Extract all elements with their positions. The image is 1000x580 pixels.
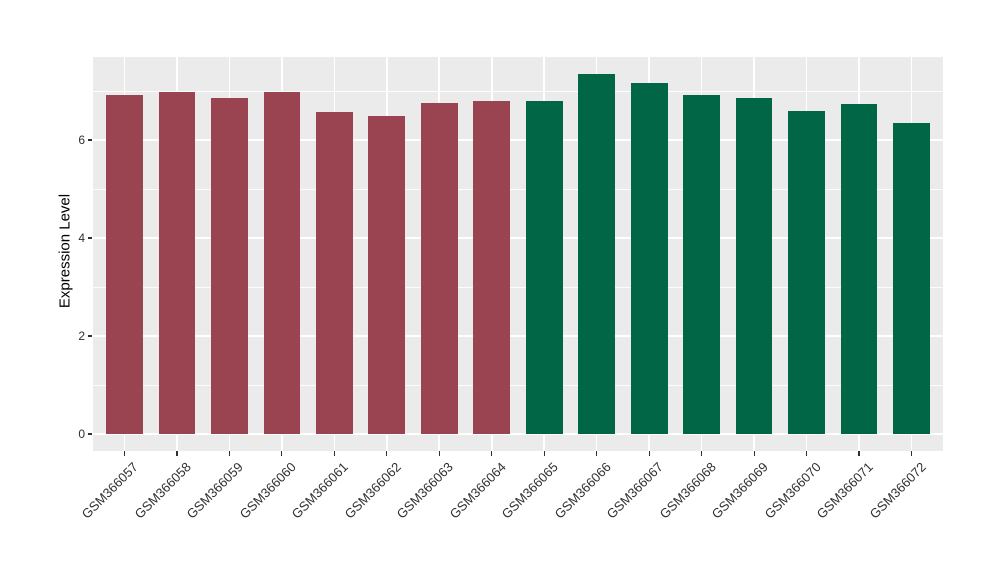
x-tick-mark — [858, 451, 860, 456]
y-tick-mark — [88, 237, 92, 239]
bar-GSM366058 — [158, 91, 196, 434]
x-tick-mark — [701, 451, 703, 456]
x-tick-mark — [123, 451, 126, 456]
bar-GSM366065 — [525, 100, 563, 434]
bar-GSM366059 — [211, 97, 248, 434]
x-tick-mark — [753, 451, 755, 456]
gridline-minor-h — [93, 384, 943, 386]
bar-GSM366069 — [735, 97, 773, 434]
gridline-major-h — [93, 335, 943, 337]
bar-GSM366060 — [263, 91, 301, 434]
x-tick-mark — [910, 451, 913, 456]
y-tick-label: 0 — [78, 426, 85, 441]
bar-GSM366061 — [315, 111, 353, 434]
gridline-minor-h — [93, 90, 943, 92]
y-tick-label: 6 — [78, 132, 85, 147]
bar-GSM366067 — [630, 82, 668, 434]
bar-GSM366071 — [840, 104, 878, 434]
x-tick-mark — [805, 451, 808, 456]
bar-GSM366070 — [788, 110, 825, 434]
y-tick-mark — [88, 139, 92, 141]
x-tick-mark — [281, 451, 283, 456]
y-tick-mark — [88, 433, 92, 435]
x-tick-mark — [228, 451, 230, 456]
x-tick-mark — [438, 451, 440, 456]
y-tick-mark — [88, 335, 92, 337]
x-tick-mark — [176, 451, 178, 456]
x-tick-mark — [543, 451, 545, 456]
plot-panel — [93, 57, 943, 451]
y-tick-label: 4 — [78, 230, 85, 245]
bar-GSM366068 — [683, 94, 720, 434]
bar-GSM366066 — [578, 74, 616, 434]
gridline-major-h — [93, 237, 943, 239]
gridline-major-h — [93, 139, 943, 141]
bar-GSM366057 — [106, 94, 143, 434]
x-tick-mark — [333, 451, 335, 456]
bar-GSM366072 — [893, 122, 930, 434]
x-tick-mark — [491, 451, 493, 456]
y-tick-label: 2 — [78, 328, 85, 343]
bar-GSM366064 — [473, 100, 511, 434]
bar-GSM366063 — [420, 103, 458, 434]
gridline-minor-h — [93, 286, 943, 288]
gridline-minor-h — [93, 188, 943, 190]
y-axis-title: Expression Level — [56, 193, 74, 309]
x-tick-mark — [596, 451, 598, 456]
bar-GSM366062 — [368, 115, 406, 434]
x-tick-mark — [386, 451, 388, 456]
gridline-major-h — [93, 433, 943, 435]
x-tick-mark — [648, 451, 650, 456]
